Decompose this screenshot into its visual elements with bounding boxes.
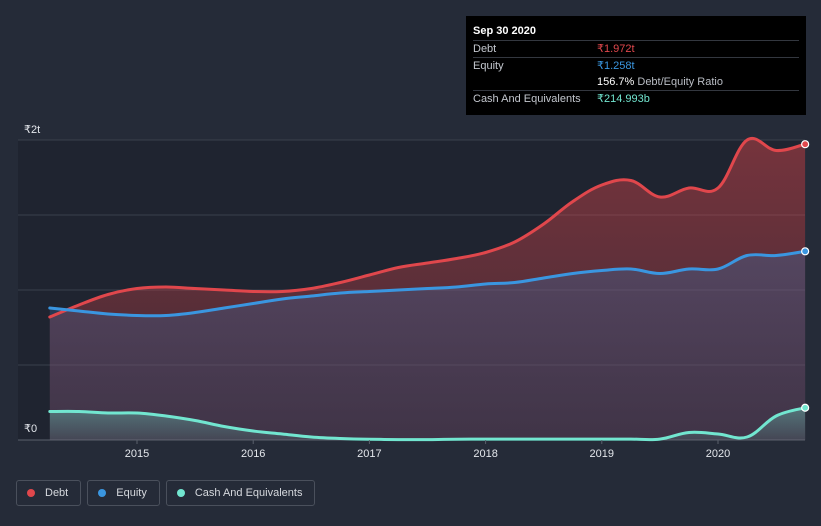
tooltip-row-ratio: 156.7% Debt/Equity Ratio bbox=[473, 74, 799, 90]
endpoint-debt bbox=[801, 140, 810, 149]
legend-item-debt[interactable]: Debt bbox=[16, 480, 82, 506]
legend-debt-label: Debt bbox=[45, 487, 69, 499]
y-tick-label-zero: ₹0 bbox=[24, 423, 37, 435]
tooltip-row-debt: Debt ₹1.972t bbox=[473, 40, 799, 57]
tooltip-date: Sep 30 2020 bbox=[473, 25, 536, 37]
tooltip-equity-label: Equity bbox=[473, 60, 504, 72]
line-debt bbox=[48, 136, 807, 319]
x-tick-label: 2020 bbox=[706, 448, 730, 460]
legend-debt-dot-icon bbox=[27, 489, 35, 497]
tooltip-debt-label: Debt bbox=[473, 43, 497, 55]
y-tick-label-max: ₹2t bbox=[24, 124, 40, 136]
tooltip-cash-value: ₹214.993b bbox=[597, 93, 650, 105]
line-equity bbox=[48, 249, 807, 318]
tooltip-row-cash: Cash And Equivalents ₹214.993b bbox=[473, 90, 799, 107]
x-tick-label: 2018 bbox=[473, 448, 497, 460]
legend-item-equity[interactable]: Equity bbox=[87, 480, 160, 506]
tooltip-ratio-value: 156.7% bbox=[597, 76, 635, 88]
legend: Debt Equity Cash And Equivalents bbox=[16, 480, 316, 506]
legend-equity-dot-icon bbox=[98, 489, 107, 497]
tooltip-ratio-label: Debt/Equity Ratio bbox=[637, 76, 723, 88]
legend-cash-dot-icon bbox=[176, 489, 185, 497]
endpoint-equity bbox=[801, 247, 810, 256]
x-tick-label: 2016 bbox=[241, 448, 265, 460]
tooltip-debt-value: ₹1.972t bbox=[597, 43, 635, 55]
x-tick-label: 2015 bbox=[125, 448, 149, 460]
tooltip-cash-label: Cash And Equivalents bbox=[473, 93, 581, 105]
x-tick-label: 2017 bbox=[357, 448, 381, 460]
legend-equity-label: Equity bbox=[116, 487, 147, 499]
tooltip: Sep 30 2020 Debt ₹1.972t Equity ₹1.258t … bbox=[466, 16, 806, 115]
x-tick-label: 2019 bbox=[590, 448, 614, 460]
legend-item-cash[interactable]: Cash And Equivalents bbox=[165, 480, 316, 506]
tooltip-equity-value: ₹1.258t bbox=[597, 60, 635, 72]
endpoint-cash bbox=[801, 403, 810, 412]
line-cash bbox=[48, 406, 807, 442]
tooltip-row-equity: Equity ₹1.258t bbox=[473, 57, 799, 74]
legend-cash-label: Cash And Equivalents bbox=[194, 487, 303, 499]
area-equity bbox=[49, 251, 806, 440]
area-cash bbox=[49, 407, 806, 440]
